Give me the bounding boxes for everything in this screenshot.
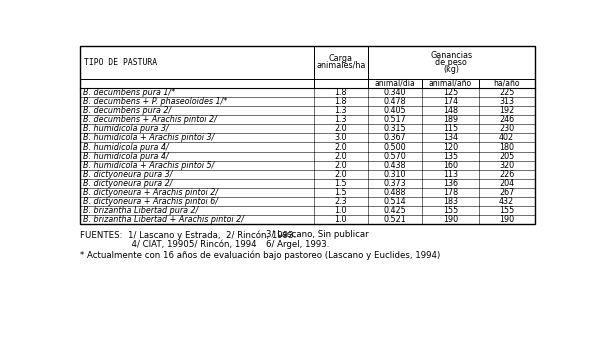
Text: (kg): (kg)	[443, 65, 459, 73]
Text: 0.488: 0.488	[384, 188, 406, 197]
Text: 0.315: 0.315	[384, 124, 406, 133]
Text: 313: 313	[499, 97, 514, 106]
Text: B. humidicola + Arachis pintoi 3/: B. humidicola + Arachis pintoi 3/	[83, 133, 214, 142]
Text: 155: 155	[443, 206, 458, 215]
Text: 2.3: 2.3	[335, 197, 347, 206]
Text: 183: 183	[443, 197, 458, 206]
Text: Ganancias: Ganancias	[430, 51, 472, 60]
Text: 432: 432	[499, 197, 514, 206]
Text: B. dictyoneura pura 3/: B. dictyoneura pura 3/	[83, 170, 172, 179]
Text: 125: 125	[443, 88, 458, 97]
Text: 192: 192	[499, 106, 514, 115]
Text: ha/año: ha/año	[493, 79, 520, 88]
Text: B. dictyoneura pura 2/: B. dictyoneura pura 2/	[83, 179, 172, 188]
Text: B. humidicola pura 3/: B. humidicola pura 3/	[83, 124, 169, 133]
Text: 1.0: 1.0	[335, 215, 347, 224]
Text: 1.3: 1.3	[335, 106, 347, 115]
Text: 6/ Argel, 1993.: 6/ Argel, 1993.	[266, 240, 330, 250]
Text: 1.8: 1.8	[335, 97, 347, 106]
Text: B. humidicola pura 4/: B. humidicola pura 4/	[83, 152, 169, 161]
Text: TIPO DE PASTURA: TIPO DE PASTURA	[83, 58, 157, 67]
Text: 148: 148	[443, 106, 458, 115]
Text: 0.500: 0.500	[384, 143, 406, 151]
Text: 3.0: 3.0	[335, 133, 347, 142]
Text: 2.0: 2.0	[335, 143, 347, 151]
Text: 0.373: 0.373	[384, 179, 406, 188]
Text: de peso: de peso	[436, 58, 467, 67]
Text: 0.514: 0.514	[384, 197, 406, 206]
Text: 3/ Lascano, Sin publicar: 3/ Lascano, Sin publicar	[266, 230, 369, 239]
Text: 230: 230	[499, 124, 514, 133]
Text: B. decumbens + Arachis pintoi 2/: B. decumbens + Arachis pintoi 2/	[83, 115, 217, 124]
Text: 1.5: 1.5	[335, 179, 347, 188]
Text: 135: 135	[443, 152, 458, 161]
Text: 190: 190	[499, 215, 514, 224]
Text: 1.3: 1.3	[335, 115, 347, 124]
Text: 1.8: 1.8	[335, 88, 347, 97]
Text: 155: 155	[499, 206, 514, 215]
Text: 5/ Rincón, 1994: 5/ Rincón, 1994	[189, 240, 257, 250]
Text: FUENTES:  1/ Lascano y Estrada,  2/ Rincón, 1993.: FUENTES: 1/ Lascano y Estrada, 2/ Rincón…	[80, 230, 296, 240]
Text: Carga: Carga	[329, 54, 353, 63]
Text: 115: 115	[443, 124, 458, 133]
Text: B. decumbens + P. phaseoloides 1/*: B. decumbens + P. phaseoloides 1/*	[83, 97, 227, 106]
Text: * Actualmente con 16 años de evaluación bajo pastoreo (Lascano y Euclides, 1994): * Actualmente con 16 años de evaluación …	[80, 251, 440, 260]
Text: 320: 320	[499, 161, 514, 170]
Text: B. dictyoneura + Arachis pintoi 6/: B. dictyoneura + Arachis pintoi 6/	[83, 197, 218, 206]
Text: 1.5: 1.5	[335, 188, 347, 197]
Text: 120: 120	[443, 143, 458, 151]
Text: 205: 205	[499, 152, 514, 161]
Text: 134: 134	[443, 133, 458, 142]
Text: 0.517: 0.517	[384, 115, 406, 124]
Text: 0.570: 0.570	[384, 152, 406, 161]
Text: B. brizantha Libertad + Arachis pintoi 2/: B. brizantha Libertad + Arachis pintoi 2…	[83, 215, 244, 224]
Text: 0.367: 0.367	[384, 133, 406, 142]
Text: 2.0: 2.0	[335, 161, 347, 170]
Text: 136: 136	[443, 179, 458, 188]
Text: 190: 190	[443, 215, 458, 224]
Text: 0.438: 0.438	[384, 161, 406, 170]
Text: 174: 174	[443, 97, 458, 106]
Text: B. brizantha Libertad pura 2/: B. brizantha Libertad pura 2/	[83, 206, 198, 215]
Text: B. decumbens pura 2/: B. decumbens pura 2/	[83, 106, 171, 115]
Text: 0.340: 0.340	[384, 88, 406, 97]
Text: animal/día: animal/día	[374, 79, 415, 88]
Text: 4/ CIAT, 1990.: 4/ CIAT, 1990.	[104, 240, 191, 250]
Text: B. decumbens pura 1/*: B. decumbens pura 1/*	[83, 88, 175, 97]
Text: 402: 402	[499, 133, 514, 142]
Text: 1.0: 1.0	[335, 206, 347, 215]
Text: 204: 204	[499, 179, 514, 188]
Text: B. humidicola + Arachis pintoi 5/: B. humidicola + Arachis pintoi 5/	[83, 161, 214, 170]
Text: 178: 178	[443, 188, 458, 197]
Text: animales/ha: animales/ha	[316, 61, 365, 70]
Text: animal/año: animal/año	[429, 79, 472, 88]
Text: B. humidicola pura 4/: B. humidicola pura 4/	[83, 143, 169, 151]
Bar	[80, 46, 535, 224]
Text: 246: 246	[499, 115, 514, 124]
Text: 226: 226	[499, 170, 514, 179]
Text: 2.0: 2.0	[335, 152, 347, 161]
Text: 2.0: 2.0	[335, 124, 347, 133]
Text: 225: 225	[499, 88, 514, 97]
Text: 0.310: 0.310	[384, 170, 406, 179]
Text: 0.478: 0.478	[384, 97, 406, 106]
Text: 2.0: 2.0	[335, 170, 347, 179]
Text: 0.521: 0.521	[384, 215, 406, 224]
Text: B. dictyoneura + Arachis pintoi 2/: B. dictyoneura + Arachis pintoi 2/	[83, 188, 218, 197]
Text: 189: 189	[443, 115, 458, 124]
Text: 0.405: 0.405	[384, 106, 406, 115]
Text: 113: 113	[443, 170, 458, 179]
Text: 267: 267	[499, 188, 514, 197]
Text: 180: 180	[499, 143, 514, 151]
Text: 160: 160	[443, 161, 458, 170]
Text: 0.425: 0.425	[384, 206, 406, 215]
